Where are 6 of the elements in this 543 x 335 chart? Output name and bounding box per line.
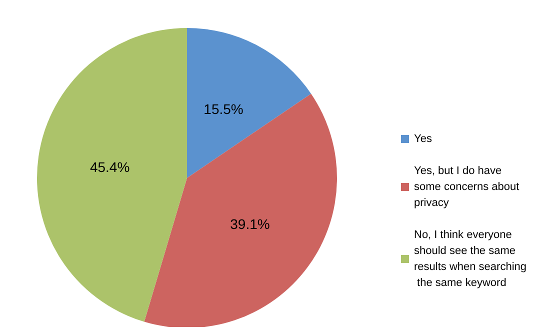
data-label: 39.1% (230, 216, 270, 232)
data-label: 15.5% (204, 101, 244, 118)
legend-label: Yes, but I do have some concerns about privacy (414, 165, 522, 209)
legend-label: No, I think everyone should see the same results when searching the same keyword (414, 229, 527, 289)
legend-label: Yes (414, 133, 432, 145)
data-label: 45.4% (90, 158, 130, 175)
